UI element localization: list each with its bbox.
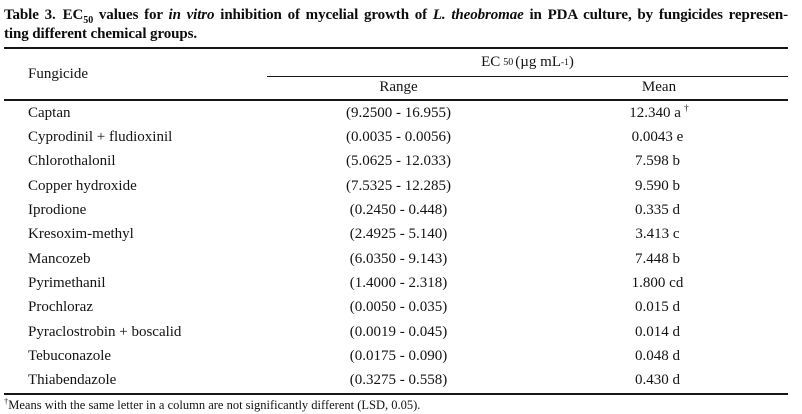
mean-value: 1.800 cd: [631, 274, 684, 291]
spanner-units-close: ): [568, 54, 574, 70]
fungicide-name-cell: Pyraclostrobin + boscalid: [28, 323, 182, 340]
mean-cell: 0.048 d: [530, 348, 788, 365]
mean-cell: 3.413 c: [530, 226, 788, 243]
mean-cell: 0.0043 e: [530, 129, 788, 146]
range-cell: (1.4000 - 2.318): [349, 274, 448, 291]
mean-value: 0.048 d: [635, 347, 680, 364]
fungicide-name-cell: Iprodione: [28, 201, 87, 218]
mean-value: 12.340 a: [629, 104, 681, 121]
range-cell: (7.5325 - 12.285): [346, 177, 451, 194]
range-cell: (0.2450 - 0.448): [349, 201, 448, 218]
range-cell: (0.0035 - 0.0056): [346, 128, 451, 145]
mean-cell: 9.590 b: [530, 178, 788, 195]
table-header: Fungicide EC 50 (µg mL -1) Range Mean: [4, 49, 788, 101]
caption-italic-species: L. theobromae: [432, 7, 524, 23]
caption-text-segment: values for: [93, 7, 169, 23]
fungicide-name-cell: Mancozeb: [28, 250, 91, 267]
mean-cell: 12.340 a †: [530, 103, 788, 122]
range-cell: (6.0350 - 9.143): [349, 250, 448, 267]
dagger-icon: †: [4, 395, 9, 406]
fungicide-name-cell: Cyprodinil + fludioxinil: [28, 128, 173, 145]
range-cell: (0.0175 - 0.090): [349, 347, 448, 364]
mean-value: 0.015 d: [635, 299, 680, 316]
mean-value: 9.590 b: [635, 177, 680, 194]
fungicide-name-cell: Chlorothalonil: [28, 153, 116, 170]
range-cell: (5.0625 - 12.033): [346, 153, 451, 170]
mean-cell: 7.448 b: [530, 251, 788, 268]
caption-ec-text: EC: [62, 7, 84, 23]
column-header-range: Range: [379, 79, 418, 95]
mean-cell: 0.430 d: [530, 372, 788, 389]
mean-value: 0.335 d: [635, 201, 680, 218]
column-header-mean: Mean: [641, 79, 677, 95]
table-caption: Table 3. EC50 values for in vitro inhibit…: [4, 6, 788, 44]
mean-value: 7.448 b: [635, 250, 680, 267]
range-cell: (0.3275 - 0.558): [349, 372, 448, 389]
caption-text-segment: inhibition of mycelial growth of: [214, 7, 433, 23]
mean-cell: 1.800 cd: [530, 275, 788, 292]
fungicide-name-cell: Thiabendazole: [28, 372, 117, 389]
table-row: Pyrimethanil (1.4000 - 2.318) 1.800 cd: [4, 271, 788, 295]
mean-value: 0.014 d: [635, 323, 680, 340]
footnote-text: Means with the same letter in a column a…: [8, 397, 421, 412]
spanner-ec-text: EC: [481, 54, 501, 70]
spanner-units-text: (µg mL: [515, 54, 561, 70]
table-body: Captan (9.2500 - 16.955) 12.340 a † Cypro…: [4, 101, 788, 393]
range-cell: (0.0050 - 0.035): [349, 299, 448, 316]
mean-cell: 0.015 d: [530, 299, 788, 316]
range-cell: (9.2500 - 16.955): [346, 104, 451, 121]
fungicide-name-cell: Copper hydroxide: [28, 177, 137, 194]
fungicide-name-cell: Kresoxim-methyl: [28, 226, 134, 243]
mean-cell: 0.335 d: [530, 202, 788, 219]
table-row: Tebuconazole (0.0175 - 0.090) 0.048 d: [4, 344, 788, 368]
column-header-fungicide: Fungicide: [28, 65, 88, 82]
table-row: Cyprodinil + fludioxinil (0.0035 - 0.005…: [4, 125, 788, 149]
ec50-spanner-header: EC 50 (µg mL -1): [267, 49, 788, 77]
mean-value: 0.0043 e: [631, 128, 684, 145]
mean-cell: 7.598 b: [530, 153, 788, 170]
mean-value: 3.413 c: [635, 226, 680, 243]
table-number-label: Table 3.: [4, 7, 56, 23]
fungicide-name-cell: Pyrimethanil: [28, 274, 106, 291]
caption-italic-in-vitro: in vitro: [168, 7, 215, 23]
caption-ec-subscript: 50: [83, 15, 94, 26]
fungicide-name-cell: Tebuconazole: [28, 347, 112, 364]
table-row: Kresoxim-methyl (2.4925 - 5.140) 3.413 c: [4, 223, 788, 247]
table-caption-line2: ting different chemical groups.: [4, 26, 197, 42]
table-row: Thiabendazole (0.3275 - 0.558) 0.430 d: [4, 369, 788, 393]
table-row: Prochloraz (0.0050 - 0.035) 0.015 d: [4, 296, 788, 320]
table-row: Captan (9.2500 - 16.955) 12.340 a †: [4, 101, 788, 125]
fungicide-name-cell: Captan: [28, 104, 71, 121]
table-row: Iprodione (0.2450 - 0.448) 0.335 d: [4, 198, 788, 222]
table-caption-line1: Table 3. EC50 values for in vitro inhibit…: [4, 6, 789, 26]
caption-text-segment: in PDA culture, by fungicides represen-: [523, 7, 789, 23]
data-table: Fungicide EC 50 (µg mL -1) Range Mean Capta…: [4, 47, 788, 395]
range-cell: (0.0019 - 0.045): [349, 323, 448, 340]
fungicide-name-cell: Prochloraz: [28, 299, 93, 316]
mean-value: 0.430 d: [635, 372, 680, 389]
table-row: Pyraclostrobin + boscalid (0.0019 - 0.04…: [4, 320, 788, 344]
table-row: Mancozeb (6.0350 - 9.143) 7.448 b: [4, 247, 788, 271]
sub-header-row: Range Mean: [267, 76, 788, 99]
range-cell: (2.4925 - 5.140): [349, 226, 448, 243]
dagger-icon: †: [683, 103, 689, 114]
table-row: Copper hydroxide (7.5325 - 12.285) 9.590…: [4, 174, 788, 198]
footnote: †Means with the same letter in a column …: [4, 395, 788, 413]
table-row: Chlorothalonil (5.0625 - 12.033) 7.598 b: [4, 150, 788, 174]
mean-value: 7.598 b: [635, 153, 680, 170]
mean-cell: 0.014 d: [530, 324, 788, 341]
